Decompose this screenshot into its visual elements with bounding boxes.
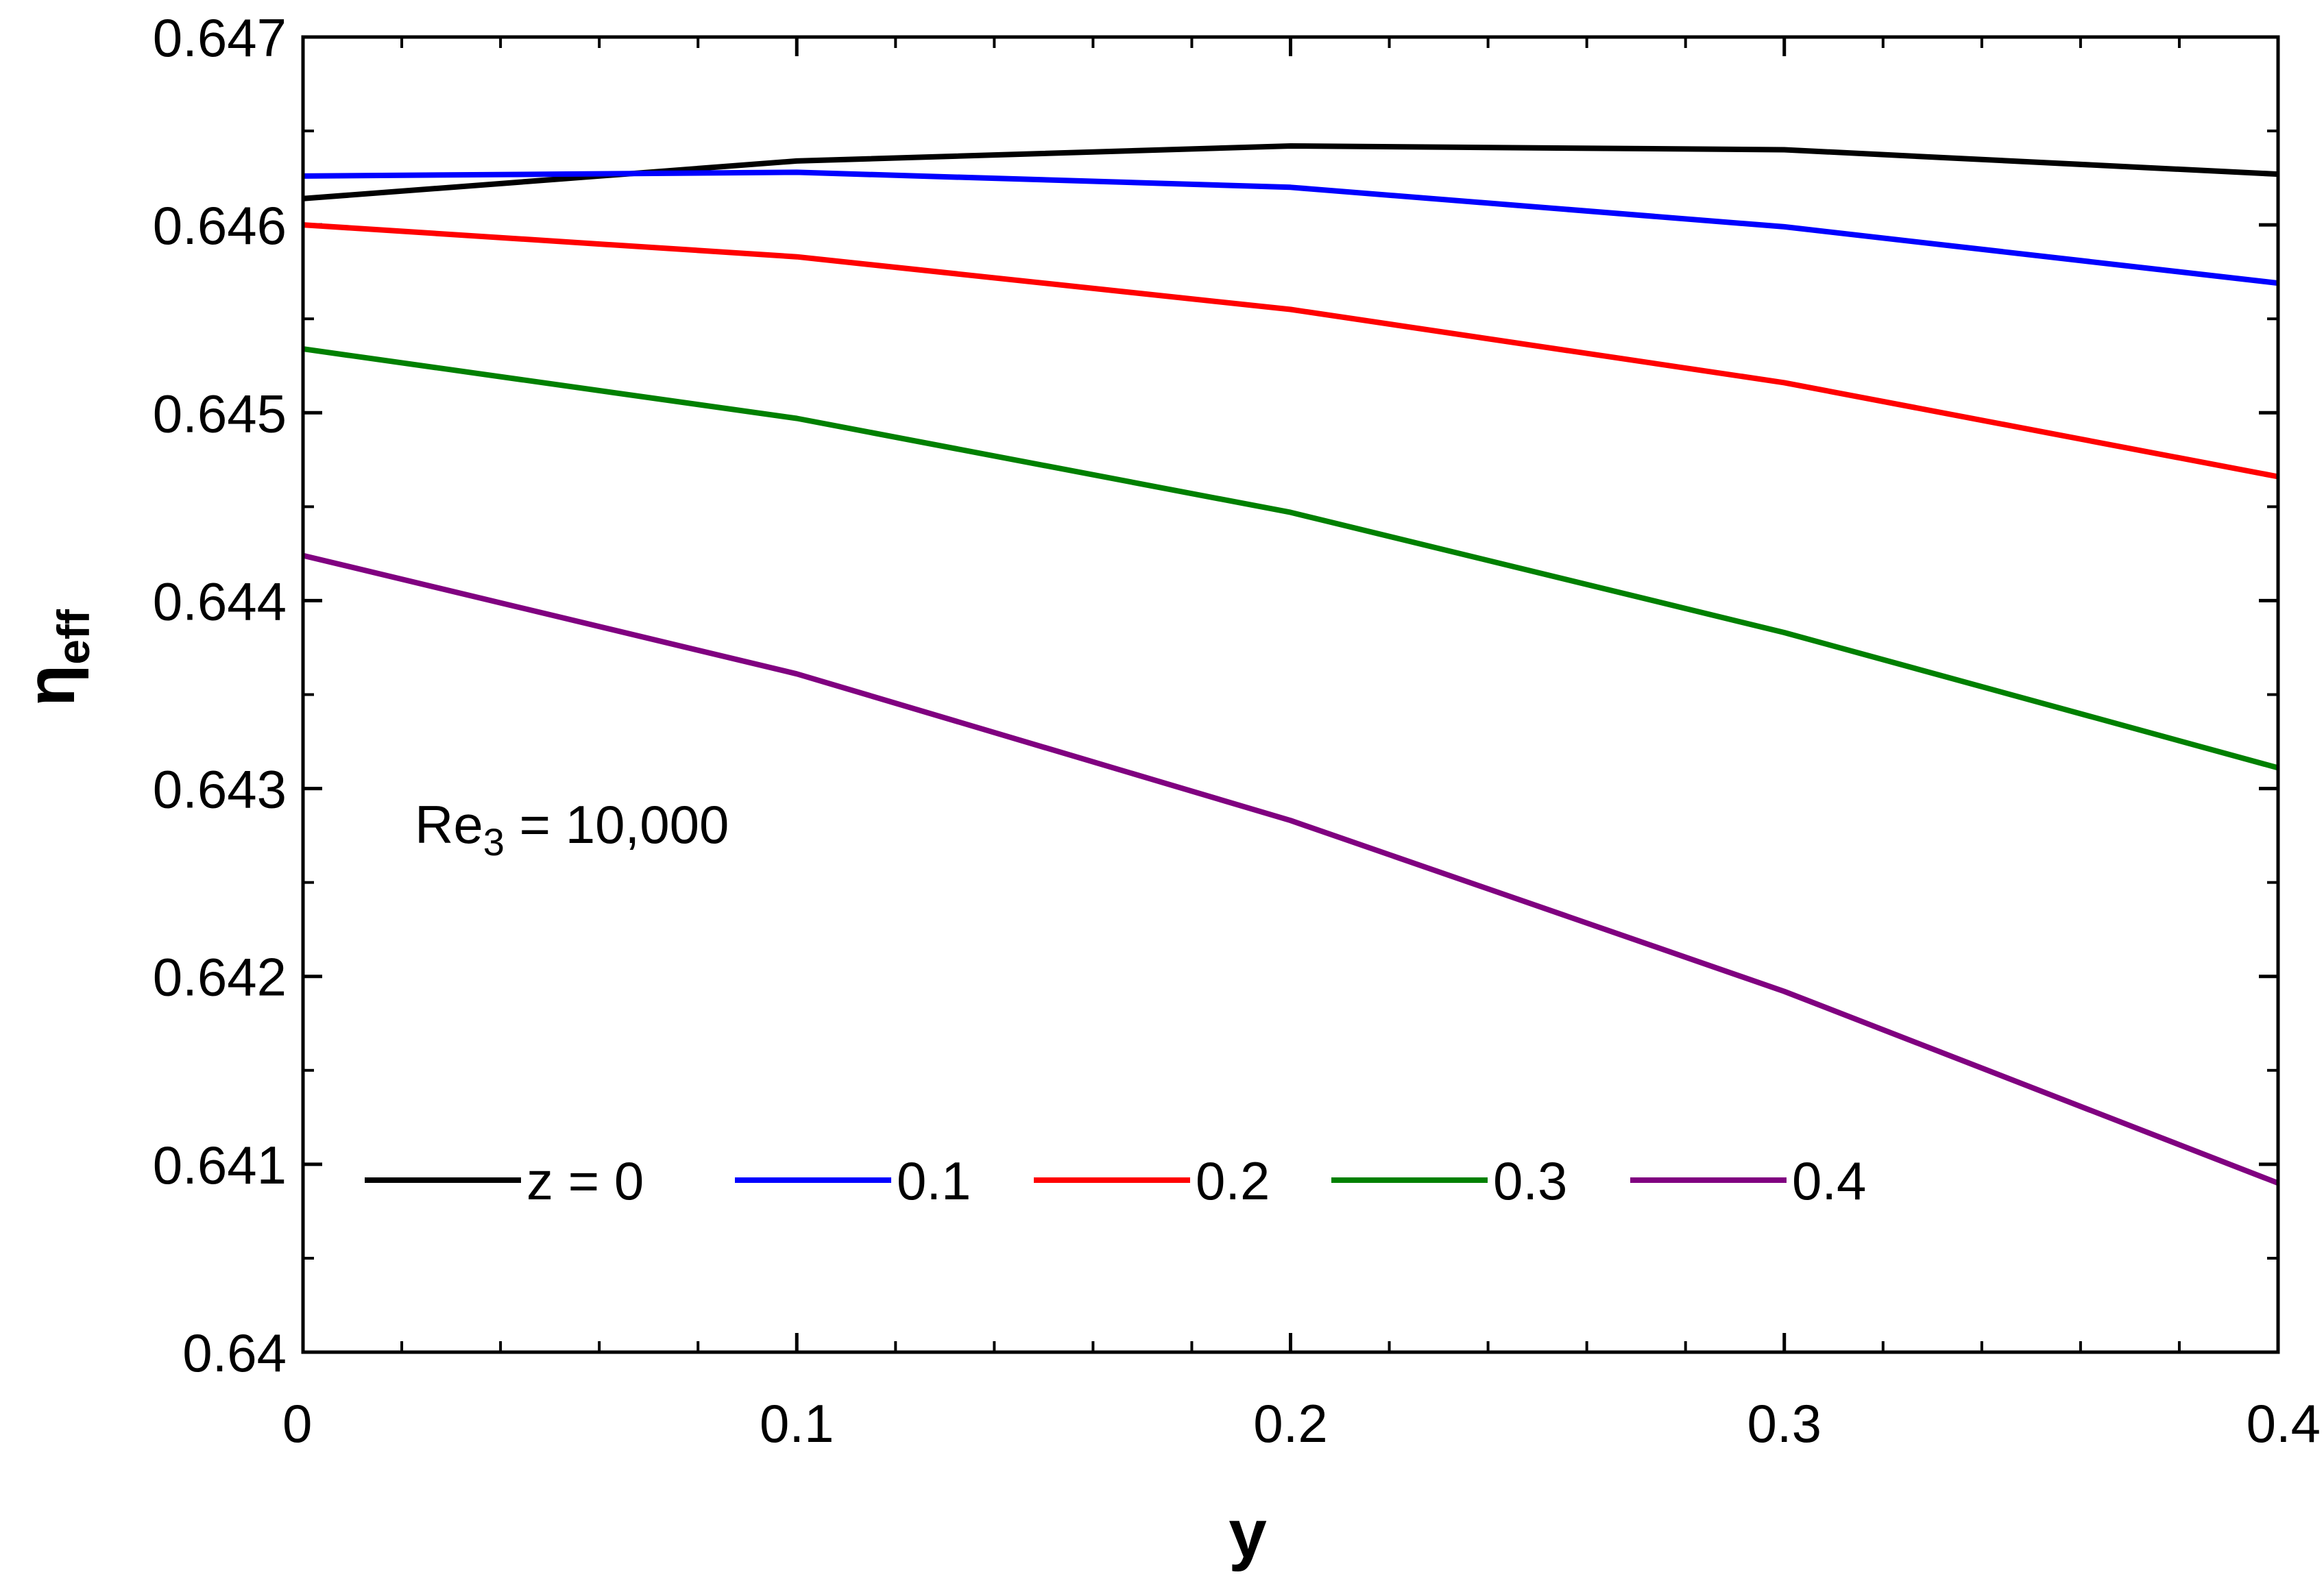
series-line bbox=[302, 346, 2279, 771]
y-tick-label: 0.641 bbox=[153, 1135, 287, 1195]
y-tick-label: 0.647 bbox=[153, 8, 287, 68]
annotation-sub: 3 bbox=[483, 820, 505, 864]
y-tick-labels: 0.64 0.641 0.642 0.643 0.644 0.645 0.646 0.647 bbox=[153, 8, 287, 1383]
legend: z = 0 0.1 0.2 0.3 0.4 bbox=[365, 1151, 1866, 1211]
annotation-rest: = 10,000 bbox=[505, 794, 729, 855]
x-tick-label: 0.2 bbox=[1253, 1393, 1327, 1454]
y-axis-title: ηeff bbox=[12, 609, 99, 707]
legend-label: 0.3 bbox=[1493, 1151, 1567, 1211]
series-line bbox=[302, 222, 2279, 480]
legend-label: z = 0 bbox=[526, 1151, 644, 1211]
x-tick-label: 0.1 bbox=[760, 1393, 834, 1454]
plot-frame bbox=[301, 35, 2280, 1354]
x-tick-label: 0.4 bbox=[2247, 1393, 2321, 1454]
x-tick-label: 0 bbox=[282, 1393, 312, 1454]
legend-label: 0.1 bbox=[897, 1151, 971, 1211]
x-axis-title: y bbox=[1228, 1495, 1267, 1572]
x-tick-labels: 0 0.1 0.2 0.3 0.4 bbox=[282, 1393, 2321, 1454]
y-tick-label: 0.642 bbox=[153, 947, 287, 1007]
series-line bbox=[302, 169, 2279, 286]
x-tick-label: 0.3 bbox=[1747, 1393, 1821, 1454]
y-tick-label: 0.644 bbox=[153, 571, 287, 631]
y-tick-label: 0.64 bbox=[182, 1323, 287, 1383]
annotation-reynolds: Re3 = 10,000 bbox=[415, 794, 729, 864]
series-lines bbox=[302, 143, 2279, 1186]
legend-label: 0.2 bbox=[1196, 1151, 1270, 1211]
legend-label: 0.4 bbox=[1792, 1151, 1866, 1211]
series-line bbox=[302, 552, 2279, 1186]
y-tick-label: 0.646 bbox=[153, 195, 287, 256]
y-axis-title-main: η bbox=[12, 665, 89, 707]
y-tick-label: 0.645 bbox=[153, 383, 287, 443]
y-tick-label: 0.643 bbox=[153, 759, 287, 820]
annotation-main: Re bbox=[415, 794, 483, 855]
y-axis-title-sub: eff bbox=[48, 609, 99, 665]
